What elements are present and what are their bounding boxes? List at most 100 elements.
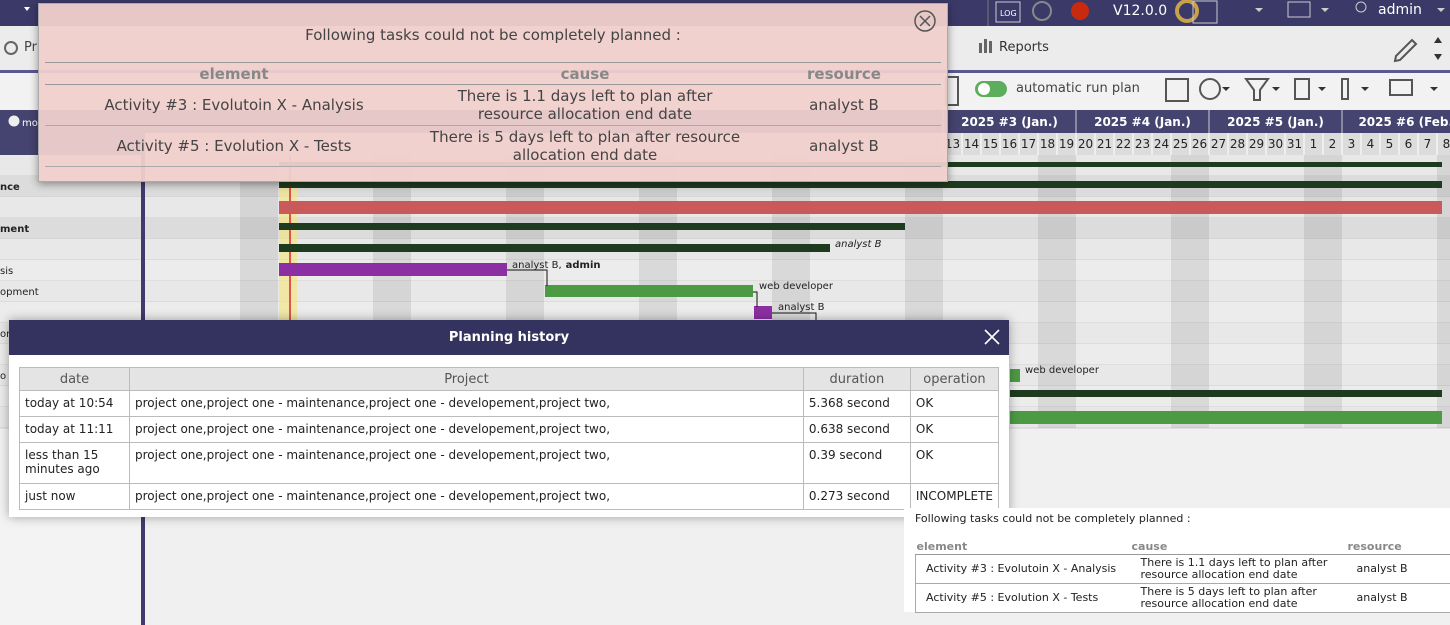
close-button[interactable] <box>983 328 1001 346</box>
header: element <box>45 62 423 85</box>
dependency <box>772 312 817 322</box>
dependency <box>753 291 758 307</box>
header: Project <box>128 367 804 391</box>
refresh-icon[interactable] <box>1032 1 1052 21</box>
weekend-column <box>1437 155 1450 428</box>
log-label[interactable]: LOG <box>1000 9 1017 18</box>
task-label: mo <box>22 118 38 129</box>
auto-run-label: automatic run plan <box>1016 81 1140 96</box>
tooltip-title: Following tasks could not be completely … <box>915 512 1191 525</box>
tooltip-table: element cause resource Activity #3 : Evolu… <box>915 538 1450 613</box>
bar-label-text: analyst B <box>778 302 825 313</box>
bar-label-text: analyst B <box>835 239 882 250</box>
day-label: 30 <box>1268 137 1283 151</box>
day-label: 4 <box>1367 137 1375 151</box>
dropdown[interactable] <box>1361 87 1369 91</box>
cell: just now <box>19 483 130 510</box>
bar-label-text: web developer <box>1025 365 1100 376</box>
reports-menu[interactable]: Reports <box>999 40 1049 55</box>
header: operation <box>909 367 1000 391</box>
header: duration <box>802 367 911 391</box>
cell: OK <box>909 390 1000 417</box>
status-icon[interactable] <box>1071 2 1089 20</box>
bar-label-text: analyst B, <box>512 260 562 271</box>
settings-icon[interactable] <box>4 41 18 55</box>
dropdown[interactable] <box>1437 8 1445 12</box>
dropdown[interactable] <box>1255 8 1263 12</box>
dropdown[interactable] <box>1430 87 1438 91</box>
dropdown[interactable] <box>1318 87 1326 91</box>
cell: analyst B <box>747 84 941 126</box>
reports-icon[interactable] <box>989 41 992 53</box>
projects-menu[interactable]: Pr <box>24 40 37 55</box>
rows-icon[interactable] <box>1341 78 1349 100</box>
help-icon[interactable] <box>1192 0 1218 24</box>
day-label: 3 <box>1348 137 1356 151</box>
day-label: 2 <box>1329 137 1337 151</box>
cell: 0.39 second <box>802 442 911 484</box>
bar-label: analyst B <box>778 302 825 313</box>
week-label: 2025 #5 (Jan.) <box>1227 115 1324 129</box>
radio <box>8 115 20 127</box>
task-label: o t <box>0 371 13 382</box>
day-label: 24 <box>1154 137 1169 151</box>
top-bar-icons <box>24 0 1445 26</box>
planning-icons <box>945 76 1438 106</box>
cell: 5.368 second <box>802 390 911 417</box>
task-bar <box>1010 369 1020 382</box>
bar-label: analyst B <box>835 239 882 250</box>
clock-icon[interactable] <box>1199 78 1221 100</box>
day-label: 13 <box>945 137 960 151</box>
day-label: 29 <box>1249 137 1264 151</box>
cell: today at 10:54 <box>19 390 130 417</box>
dropdown[interactable] <box>1222 87 1230 91</box>
cell: INCOMPLETE <box>909 483 1000 510</box>
reports-icon[interactable] <box>979 43 982 53</box>
task-bar <box>754 306 772 319</box>
weekend-column <box>1171 155 1190 428</box>
logo <box>1175 0 1199 23</box>
weekend-column <box>1304 155 1323 428</box>
task-bar <box>279 201 1442 214</box>
menu-arrow[interactable] <box>24 7 30 11</box>
day-label: 16 <box>1002 137 1017 151</box>
task-label: nce <box>0 182 20 193</box>
version: V12.0.0 <box>1113 3 1168 19</box>
scroll-arrows[interactable] <box>1434 37 1442 60</box>
log-icon[interactable] <box>995 1 1021 23</box>
week-label: 2025 #3 (Jan.) <box>961 115 1058 129</box>
day-label: 17 <box>1021 137 1036 151</box>
weekend-column <box>1323 155 1342 428</box>
day-label: 8 <box>1443 137 1450 151</box>
cell: today at 11:11 <box>19 416 130 443</box>
filter-icon[interactable] <box>1244 78 1270 101</box>
user-icon[interactable] <box>1355 1 1367 13</box>
reports-icon[interactable] <box>984 39 987 53</box>
task-bar <box>279 223 905 230</box>
display-icon[interactable] <box>1389 79 1413 96</box>
close-button[interactable] <box>913 9 937 33</box>
weekend-column <box>1190 155 1209 428</box>
dropdown[interactable] <box>1272 87 1280 91</box>
history-table: date Project duration operation today at 10… <box>19 367 1000 510</box>
cell: project one,project one - maintenance,pr… <box>128 442 804 484</box>
bar-label-text: web developer <box>759 281 834 292</box>
cell: Activity #3 : Evolutoin X - Analysis <box>915 554 1131 584</box>
incomplete-popup: Following tasks could not be completely … <box>38 3 948 182</box>
popup-title: Following tasks could not be completely … <box>305 26 681 44</box>
edit-icon[interactable] <box>1393 38 1418 63</box>
day-label: 25 <box>1173 137 1188 151</box>
weekend-column <box>1057 155 1076 428</box>
day-label: 28 <box>1230 137 1245 151</box>
cell: There is 5 days left to plan after resou… <box>1130 583 1347 613</box>
tooltip: Following tasks could not be completely … <box>904 508 1450 613</box>
plan-icon[interactable] <box>1165 78 1189 102</box>
week-label: 2025 #4 (Jan.) <box>1094 115 1191 129</box>
dropdown[interactable] <box>1321 8 1329 12</box>
day-label: 14 <box>964 137 979 151</box>
screen-icon[interactable] <box>1287 1 1311 18</box>
user-name[interactable]: admin <box>1378 2 1422 18</box>
columns-icon[interactable] <box>1294 78 1310 100</box>
task-label: opment <box>0 287 39 298</box>
